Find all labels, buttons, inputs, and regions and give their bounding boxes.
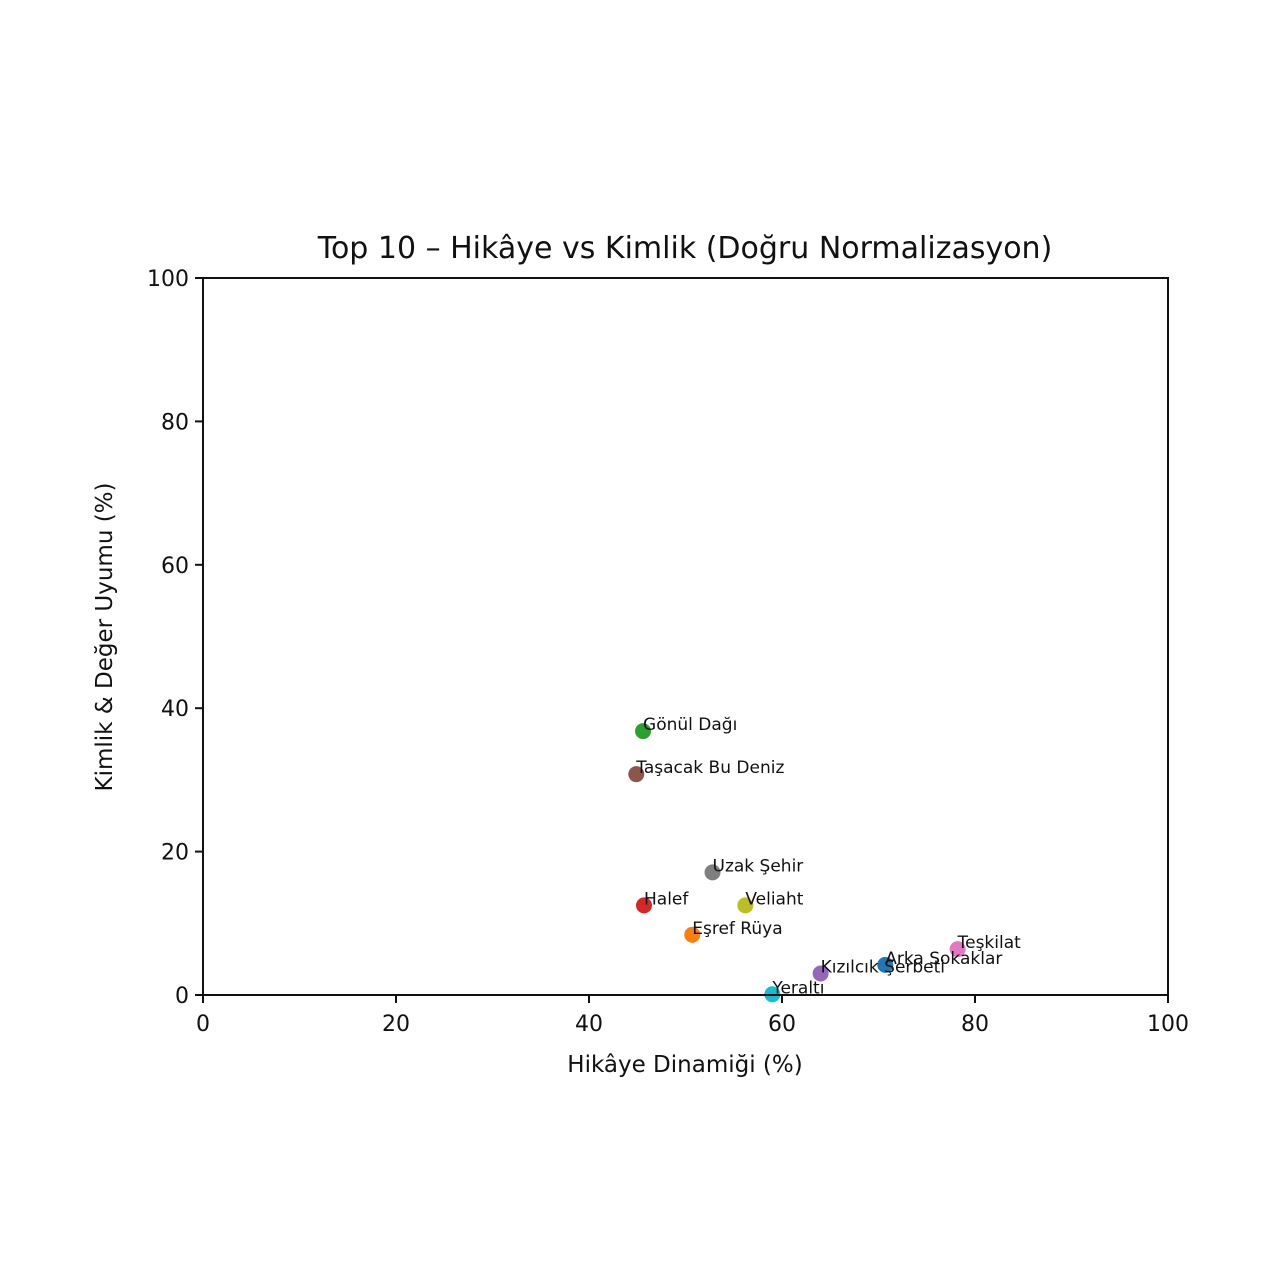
x-axis: 0 20 40 60 80 100 xyxy=(196,995,1189,1037)
point-label: Kızılcık Şerbeti xyxy=(821,957,945,977)
point-label: Eşref Rüya xyxy=(692,919,782,939)
point-label: Teşkilat xyxy=(957,933,1022,953)
x-axis-label: Hikâye Dinamiği (%) xyxy=(567,1052,802,1078)
x-tick-label: 100 xyxy=(1147,1012,1189,1037)
y-tick-label: 100 xyxy=(147,267,189,292)
data-point xyxy=(812,965,829,982)
data-point xyxy=(635,723,652,740)
plot-frame xyxy=(202,277,1169,996)
point-label: Halef xyxy=(644,889,689,909)
data-point xyxy=(704,864,721,881)
plot-area: Gönül Dağı Taşacak Bu Deniz Uzak Şehir Hale… xyxy=(628,715,1022,1003)
data-point xyxy=(949,941,966,958)
y-tick-label: 80 xyxy=(161,410,189,435)
y-tick-label: 20 xyxy=(161,841,189,866)
point-label: Arka Sokaklar xyxy=(885,949,1002,969)
x-tick-label: 0 xyxy=(196,1012,210,1037)
y-axis-label: Kimlik & Değer Uyumu (%) xyxy=(92,482,118,791)
data-point xyxy=(737,897,754,914)
x-tick-label: 20 xyxy=(382,1012,410,1037)
point-label: Veliaht xyxy=(745,889,803,909)
point-label: Yeraltı xyxy=(771,978,824,998)
y-tick-label: 0 xyxy=(175,984,189,1009)
x-tick-label: 40 xyxy=(575,1012,603,1037)
point-label: Taşacak Bu Deniz xyxy=(635,758,784,778)
x-tick-label: 60 xyxy=(768,1012,796,1037)
y-tick-label: 60 xyxy=(161,554,189,579)
data-point xyxy=(684,926,701,943)
point-label: Uzak Şehir xyxy=(713,856,804,876)
data-point xyxy=(636,897,653,914)
x-tick-label: 80 xyxy=(961,1012,989,1037)
y-axis: 0 20 40 60 80 100 xyxy=(147,267,203,1009)
point-label: Gönül Dağı xyxy=(643,715,737,735)
data-point xyxy=(877,956,894,973)
data-point xyxy=(628,766,645,783)
chart-title: Top 10 – Hikâye vs Kimlik (Doğru Normali… xyxy=(317,231,1053,266)
y-tick-label: 40 xyxy=(161,697,189,722)
